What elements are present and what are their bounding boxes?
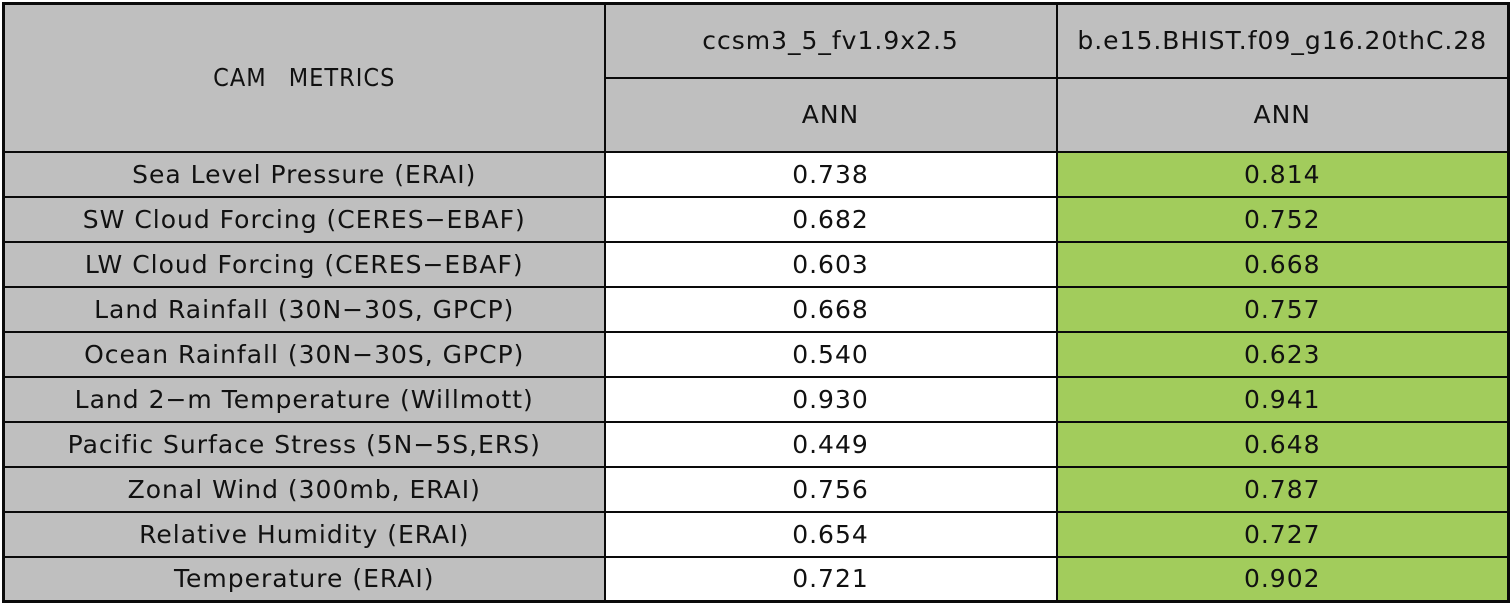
value-model2: 0.814: [1055, 150, 1510, 198]
metric-label: Temperature (ERAI): [2, 555, 606, 603]
table-row: Land Rainfall (30N−30S, GPCP) 0.668 0.75…: [2, 285, 1510, 333]
table-row: Pacific Surface Stress (5N−5S,ERS) 0.449…: [2, 420, 1510, 468]
header-row-models: CAM METRICS ccsm3_5_fv1.9x2.5 b.e15.BHIS…: [2, 2, 1510, 153]
table-row: LW Cloud Forcing (CERES−EBAF) 0.603 0.66…: [2, 240, 1510, 288]
metric-label: Ocean Rainfall (30N−30S, GPCP): [2, 330, 606, 378]
value-model1: 0.721: [603, 555, 1058, 603]
value-model2: 0.752: [1055, 195, 1510, 243]
table-row: Zonal Wind (300mb, ERAI) 0.756 0.787: [2, 465, 1510, 513]
column-header-model-1: ccsm3_5_fv1.9x2.5: [603, 2, 1058, 79]
metric-label: Sea Level Pressure (ERAI): [2, 150, 606, 198]
cam-metrics-table: CAM METRICS ccsm3_5_fv1.9x2.5 b.e15.BHIS…: [2, 2, 1510, 603]
table-row: SW Cloud Forcing (CERES−EBAF) 0.682 0.75…: [2, 195, 1510, 243]
table-row: Land 2−m Temperature (Willmott) 0.930 0.…: [2, 375, 1510, 423]
value-model1: 0.449: [603, 420, 1058, 468]
table-row: Ocean Rainfall (30N−30S, GPCP) 0.540 0.6…: [2, 330, 1510, 378]
column-header-model-2: b.e15.BHIST.f09_g16.20thC.28: [1055, 2, 1510, 79]
value-model1: 0.654: [603, 510, 1058, 558]
table-row: Sea Level Pressure (ERAI) 0.738 0.814: [2, 150, 1510, 198]
value-model2: 0.668: [1055, 240, 1510, 288]
value-model1: 0.738: [603, 150, 1058, 198]
value-model1: 0.682: [603, 195, 1058, 243]
metric-label: Zonal Wind (300mb, ERAI): [2, 465, 606, 513]
value-model2: 0.648: [1055, 420, 1510, 468]
value-model2: 0.941: [1055, 375, 1510, 423]
value-model1: 0.930: [603, 375, 1058, 423]
metric-label: Land Rainfall (30N−30S, GPCP): [2, 285, 606, 333]
metric-label: LW Cloud Forcing (CERES−EBAF): [2, 240, 606, 288]
table-row: Relative Humidity (ERAI) 0.654 0.727: [2, 510, 1510, 558]
table-row: Temperature (ERAI) 0.721 0.902: [2, 555, 1510, 603]
column-subheader-season-1: ANN: [603, 76, 1058, 153]
metric-label: SW Cloud Forcing (CERES−EBAF): [2, 195, 606, 243]
header-row-season: ANN ANN: [4, 76, 1510, 153]
value-model1: 0.540: [603, 330, 1058, 378]
value-model1: 0.756: [603, 465, 1058, 513]
value-model1: 0.603: [603, 240, 1058, 288]
metric-label: Land 2−m Temperature (Willmott): [2, 375, 606, 423]
metric-label: Relative Humidity (ERAI): [2, 510, 606, 558]
value-model2: 0.623: [1055, 330, 1510, 378]
value-model2: 0.727: [1055, 510, 1510, 558]
table-title: CAM METRICS: [2, 2, 606, 153]
column-subheader-season-2: ANN: [1055, 76, 1510, 153]
value-model2: 0.902: [1055, 555, 1510, 603]
metric-label: Pacific Surface Stress (5N−5S,ERS): [2, 420, 606, 468]
value-model1: 0.668: [603, 285, 1058, 333]
value-model2: 0.787: [1055, 465, 1510, 513]
value-model2: 0.757: [1055, 285, 1510, 333]
